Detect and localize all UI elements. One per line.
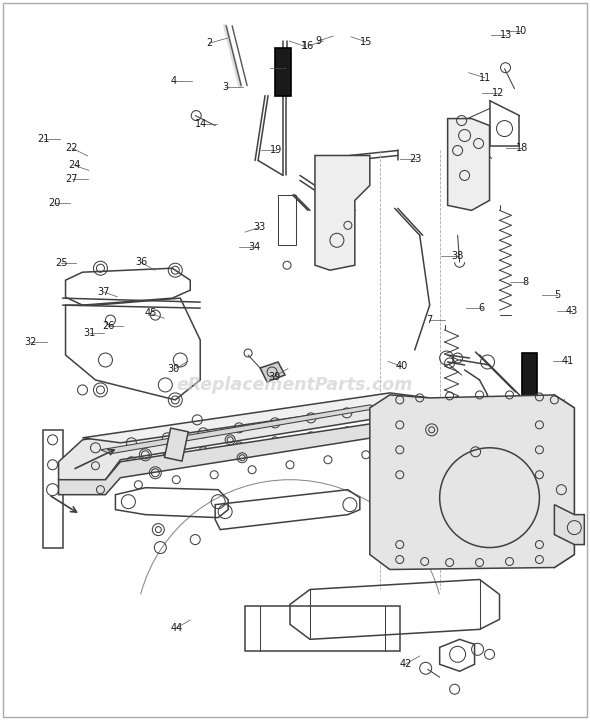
- Text: 45: 45: [144, 308, 156, 318]
- Bar: [245, 606, 400, 652]
- Text: 39: 39: [268, 372, 280, 382]
- Bar: [275, 48, 291, 96]
- Text: 7: 7: [426, 315, 432, 325]
- Text: 11: 11: [478, 73, 491, 83]
- Polygon shape: [58, 395, 430, 480]
- Text: 32: 32: [24, 337, 37, 347]
- Text: 34: 34: [248, 241, 260, 251]
- Text: 10: 10: [514, 26, 527, 36]
- Polygon shape: [58, 410, 430, 495]
- Text: 3: 3: [222, 82, 228, 92]
- Text: 9: 9: [315, 36, 322, 46]
- Text: 8: 8: [523, 277, 529, 287]
- Text: 18: 18: [516, 143, 528, 153]
- Text: 38: 38: [451, 251, 463, 261]
- Polygon shape: [555, 505, 584, 544]
- Bar: [42, 430, 63, 547]
- Text: 14: 14: [195, 120, 208, 130]
- Text: 5: 5: [554, 290, 560, 300]
- Text: 37: 37: [97, 287, 110, 297]
- Text: 41: 41: [562, 356, 574, 366]
- Text: 23: 23: [409, 154, 422, 164]
- Text: 33: 33: [254, 222, 266, 232]
- Polygon shape: [315, 156, 370, 270]
- Polygon shape: [260, 362, 285, 382]
- Text: 26: 26: [102, 320, 114, 330]
- Text: 4: 4: [171, 76, 177, 86]
- Text: 6: 6: [478, 302, 485, 312]
- Text: 31: 31: [84, 328, 96, 338]
- Text: 12: 12: [492, 88, 504, 98]
- Bar: [165, 428, 188, 461]
- Text: 40: 40: [396, 361, 408, 372]
- Text: 30: 30: [168, 364, 180, 374]
- Text: 1: 1: [301, 41, 307, 51]
- Text: 44: 44: [170, 623, 182, 633]
- Text: 36: 36: [135, 257, 147, 267]
- Polygon shape: [100, 405, 380, 454]
- Bar: [523, 353, 537, 405]
- Bar: [278, 195, 296, 246]
- Text: 42: 42: [399, 659, 412, 669]
- Text: 16: 16: [302, 41, 314, 51]
- Text: 19: 19: [270, 145, 282, 156]
- Text: eReplacementParts.com: eReplacementParts.com: [177, 376, 413, 394]
- Text: 43: 43: [566, 306, 578, 316]
- Text: 25: 25: [55, 258, 67, 268]
- Text: 2: 2: [206, 38, 212, 48]
- Text: 20: 20: [48, 199, 60, 208]
- Text: 21: 21: [37, 134, 50, 144]
- Text: 24: 24: [68, 161, 80, 171]
- Text: 17: 17: [279, 63, 291, 73]
- Polygon shape: [370, 395, 574, 570]
- Polygon shape: [448, 119, 490, 210]
- Text: 15: 15: [360, 37, 372, 47]
- Polygon shape: [83, 393, 430, 443]
- Text: 22: 22: [65, 143, 78, 153]
- Text: 13: 13: [500, 30, 512, 40]
- Text: 27: 27: [65, 174, 78, 184]
